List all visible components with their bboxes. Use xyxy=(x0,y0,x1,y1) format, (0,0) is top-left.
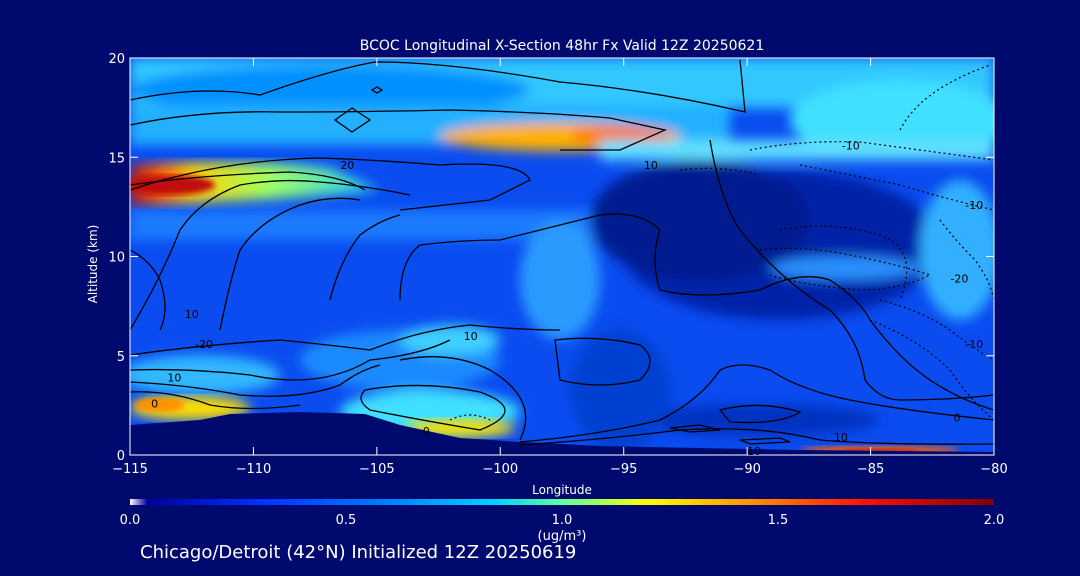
x-tick-label: −115 xyxy=(112,462,148,477)
heatmap-field xyxy=(130,58,994,455)
x-axis: −115 −110 −105 −100 −95 −90 −85 −80 xyxy=(112,58,1008,477)
dashed-contours xyxy=(449,64,994,421)
contour-label: -10 xyxy=(965,338,983,351)
contour-label: 0 xyxy=(953,411,960,424)
x-axis-label: Longitude xyxy=(532,483,592,497)
contour-label: 10 xyxy=(644,159,658,172)
x-tick-label: −80 xyxy=(980,462,1007,477)
x-tick-label: −95 xyxy=(610,462,637,477)
terrain xyxy=(130,412,994,455)
colorbar-unit: (ug/m³) xyxy=(538,529,587,544)
contour-label: -10 xyxy=(743,445,761,458)
contour-label: -10 xyxy=(965,199,983,212)
x-tick-label: −90 xyxy=(733,462,760,477)
contour-label: -10 xyxy=(842,139,860,152)
x-tick-label: −105 xyxy=(359,462,395,477)
colorbar-ticks: 0.0 0.5 1.0 1.5 2.0 xyxy=(120,513,1005,528)
contour-labels: 20 10 -10 -10 -20 10 -20 10 10 -10 0 0 10 -10 0 xyxy=(151,139,983,458)
footer-caption: Chicago/Detroit (42°N) Initialized 12Z 2… xyxy=(140,542,577,563)
y-tick-label: 15 xyxy=(108,151,125,166)
x-tick-label: −110 xyxy=(236,462,272,477)
contour-label: 10 xyxy=(185,308,199,321)
y-tick-label: 10 xyxy=(108,251,125,266)
y-tick-label: 5 xyxy=(117,350,125,365)
y-tick-label: 20 xyxy=(108,52,125,67)
chart-title: BCOC Longitudinal X-Section 48hr Fx Vali… xyxy=(360,38,764,54)
solid-contours xyxy=(130,59,994,446)
x-tick-label: −100 xyxy=(482,462,518,477)
x-tick-label: −85 xyxy=(857,462,884,477)
colorbar xyxy=(130,499,994,505)
y-tick-label: 0 xyxy=(117,449,125,464)
colorbar-tick-label: 1.0 xyxy=(552,513,573,528)
colorbar-tick-label: 0.0 xyxy=(120,513,141,528)
colorbar-tick-label: 2.0 xyxy=(984,513,1005,528)
contour-label: -20 xyxy=(950,272,968,285)
contour-label: 10 xyxy=(834,431,848,444)
contour-label: 0 xyxy=(151,397,158,410)
colorbar-tick-label: 0.5 xyxy=(336,513,357,528)
contour-label: 20 xyxy=(340,159,354,172)
y-axis: 0 5 10 15 20 xyxy=(108,52,994,464)
contour-label: 10 xyxy=(464,330,478,343)
contour-label: 10 xyxy=(167,372,181,385)
contour-label: -20 xyxy=(195,338,213,351)
contour-label: 0 xyxy=(423,425,430,438)
colorbar-tick-label: 1.5 xyxy=(768,513,789,528)
y-axis-label: Altitude (km) xyxy=(86,225,100,304)
